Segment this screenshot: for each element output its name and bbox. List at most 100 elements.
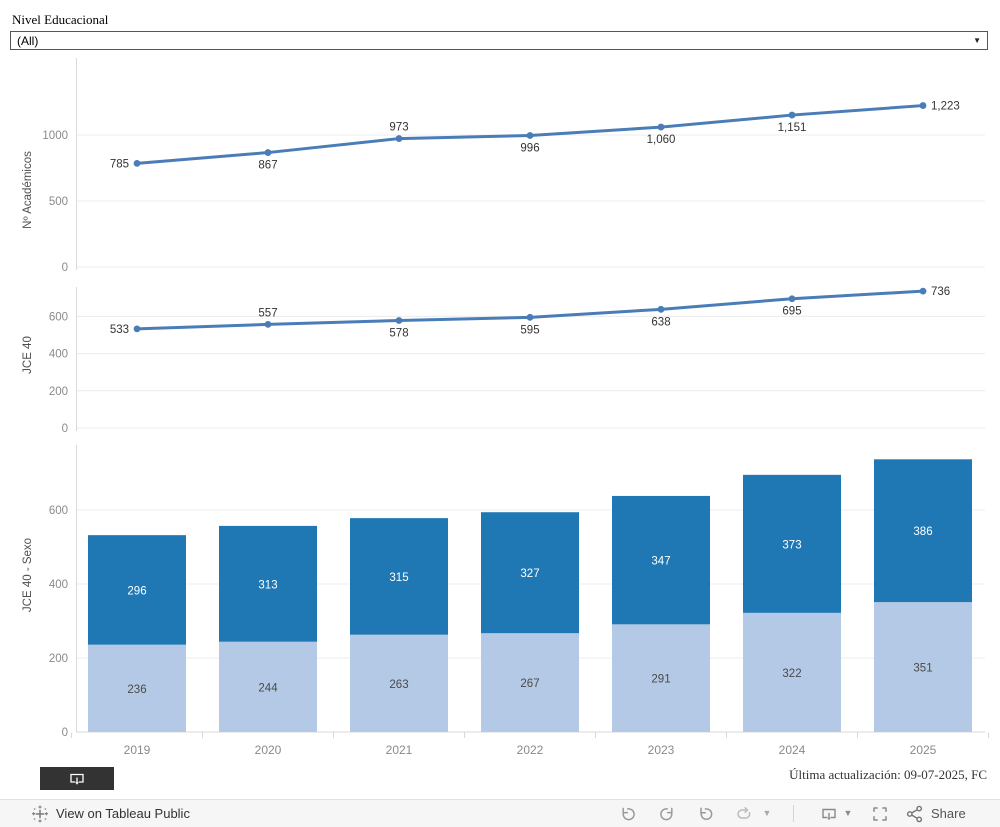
refresh-button[interactable] [733, 800, 755, 827]
line-point[interactable] [788, 111, 796, 119]
svg-text:578: 578 [389, 327, 408, 339]
bar-segment-bottom[interactable] [743, 612, 841, 732]
svg-text:244: 244 [258, 682, 278, 694]
bar-segment-bottom[interactable] [88, 644, 186, 732]
last-update-note: Última actualización: 09-07-2025, FC [789, 767, 987, 782]
svg-text:JCE 40: JCE 40 [22, 336, 34, 374]
line-point[interactable] [133, 325, 141, 333]
download-menu-button[interactable]: ▼ [840, 800, 856, 827]
redo-button[interactable] [656, 800, 678, 827]
svg-text:638: 638 [651, 316, 670, 328]
line-point[interactable] [919, 287, 927, 295]
line-point[interactable] [657, 123, 665, 131]
bar-segment-top[interactable] [481, 512, 579, 634]
download-toolbar-button[interactable] [818, 800, 840, 827]
svg-text:595: 595 [520, 324, 539, 336]
svg-text:400: 400 [49, 349, 68, 361]
bar-segment-bottom[interactable] [350, 634, 448, 732]
bar-segment-top[interactable] [612, 495, 710, 625]
pane-2: 0 200 400 600 JCE 40 533 557 578 595 638 695 736 [22, 286, 985, 435]
share-icon [906, 805, 923, 822]
bar-segment-top[interactable] [743, 474, 841, 613]
chevron-down-icon: ▼ [762, 808, 772, 818]
svg-text:600: 600 [49, 311, 68, 323]
bar-segment-top[interactable] [874, 459, 972, 603]
line-point[interactable] [395, 317, 403, 324]
svg-text:200: 200 [49, 653, 68, 665]
svg-text:315: 315 [389, 572, 408, 584]
filter-label: Nivel Educacional [12, 12, 109, 27]
line-point[interactable] [919, 102, 927, 109]
svg-text:291: 291 [651, 674, 670, 686]
svg-text:1,060: 1,060 [647, 134, 676, 146]
svg-text:867: 867 [258, 160, 277, 172]
download-button[interactable] [40, 767, 114, 790]
x-axis-year: 2019 [124, 743, 151, 757]
x-axis-year: 2025 [910, 743, 937, 757]
svg-text:600: 600 [49, 505, 68, 517]
view-on-tableau-link[interactable]: View on Tableau Public [31, 800, 190, 827]
tableau-footer-bar: View on Tableau Public [0, 799, 1000, 827]
svg-text:0: 0 [62, 727, 68, 739]
fullscreen-button[interactable] [869, 800, 891, 827]
redo-icon [660, 807, 673, 820]
svg-text:386: 386 [913, 526, 932, 538]
charts-area[interactable]: 0 500 1000 Nº Académicos 785 867 973 996 1,060 1,… [0, 55, 1000, 760]
tableau-logo-icon [32, 805, 48, 822]
svg-text:373: 373 [782, 539, 801, 551]
undo-button[interactable] [617, 800, 639, 827]
line-point[interactable] [657, 305, 665, 313]
bar-segment-bottom[interactable] [481, 633, 579, 732]
svg-text:313: 313 [258, 579, 277, 591]
svg-text:973: 973 [389, 122, 408, 134]
chevron-down-icon: ▼ [973, 36, 981, 45]
svg-text:322: 322 [782, 668, 801, 680]
bar-segment-bottom[interactable] [219, 641, 317, 732]
svg-text:Nº Académicos: Nº Académicos [22, 151, 34, 229]
svg-text:785: 785 [110, 158, 129, 170]
bar-segment-bottom[interactable] [874, 602, 972, 732]
chevron-down-icon: ▼ [843, 808, 853, 818]
svg-text:996: 996 [520, 143, 539, 155]
x-axis-year: 2024 [779, 743, 806, 757]
nivel-educacional-dropdown[interactable]: (All) ▼ [10, 31, 988, 50]
download-icon [70, 773, 84, 785]
revert-button[interactable] [695, 800, 717, 827]
line-point[interactable] [264, 149, 272, 156]
bar-segment-bottom[interactable] [612, 624, 710, 732]
svg-text:0: 0 [62, 262, 68, 274]
revert-icon [700, 806, 713, 820]
svg-text:500: 500 [49, 196, 68, 208]
svg-text:236: 236 [127, 684, 146, 696]
toolbar-separator [793, 805, 794, 822]
svg-text:1000: 1000 [42, 130, 68, 142]
line-point[interactable] [395, 135, 403, 142]
line-point[interactable] [788, 295, 796, 303]
svg-text:533: 533 [110, 324, 129, 336]
line-point[interactable] [133, 159, 141, 167]
svg-text:296: 296 [127, 585, 146, 597]
svg-text:1,223: 1,223 [931, 101, 960, 113]
bar-segment-top[interactable] [350, 518, 448, 635]
line-point[interactable] [526, 132, 534, 139]
refresh-menu-button[interactable]: ▼ [759, 800, 775, 827]
bar-segment-top[interactable] [88, 535, 186, 645]
line-point[interactable] [264, 320, 272, 328]
svg-text:351: 351 [913, 663, 932, 675]
filter-selected-value: (All) [17, 33, 39, 48]
x-axis-year: 2020 [255, 743, 282, 757]
pane-1: 0 500 1000 Nº Académicos 785 867 973 996 1,060 1,… [22, 58, 985, 274]
svg-text:557: 557 [258, 307, 277, 319]
svg-text:267: 267 [520, 678, 539, 690]
svg-text:400: 400 [49, 579, 68, 591]
line-point[interactable] [526, 313, 534, 321]
svg-text:347: 347 [651, 556, 670, 568]
x-axis-year: 2022 [517, 743, 544, 757]
share-button[interactable]: Share [905, 800, 966, 827]
undo-icon [622, 807, 635, 820]
bar-segment-top[interactable] [219, 525, 317, 642]
download-icon [822, 808, 836, 820]
svg-text:0: 0 [62, 423, 68, 435]
refresh-icon [737, 806, 751, 819]
